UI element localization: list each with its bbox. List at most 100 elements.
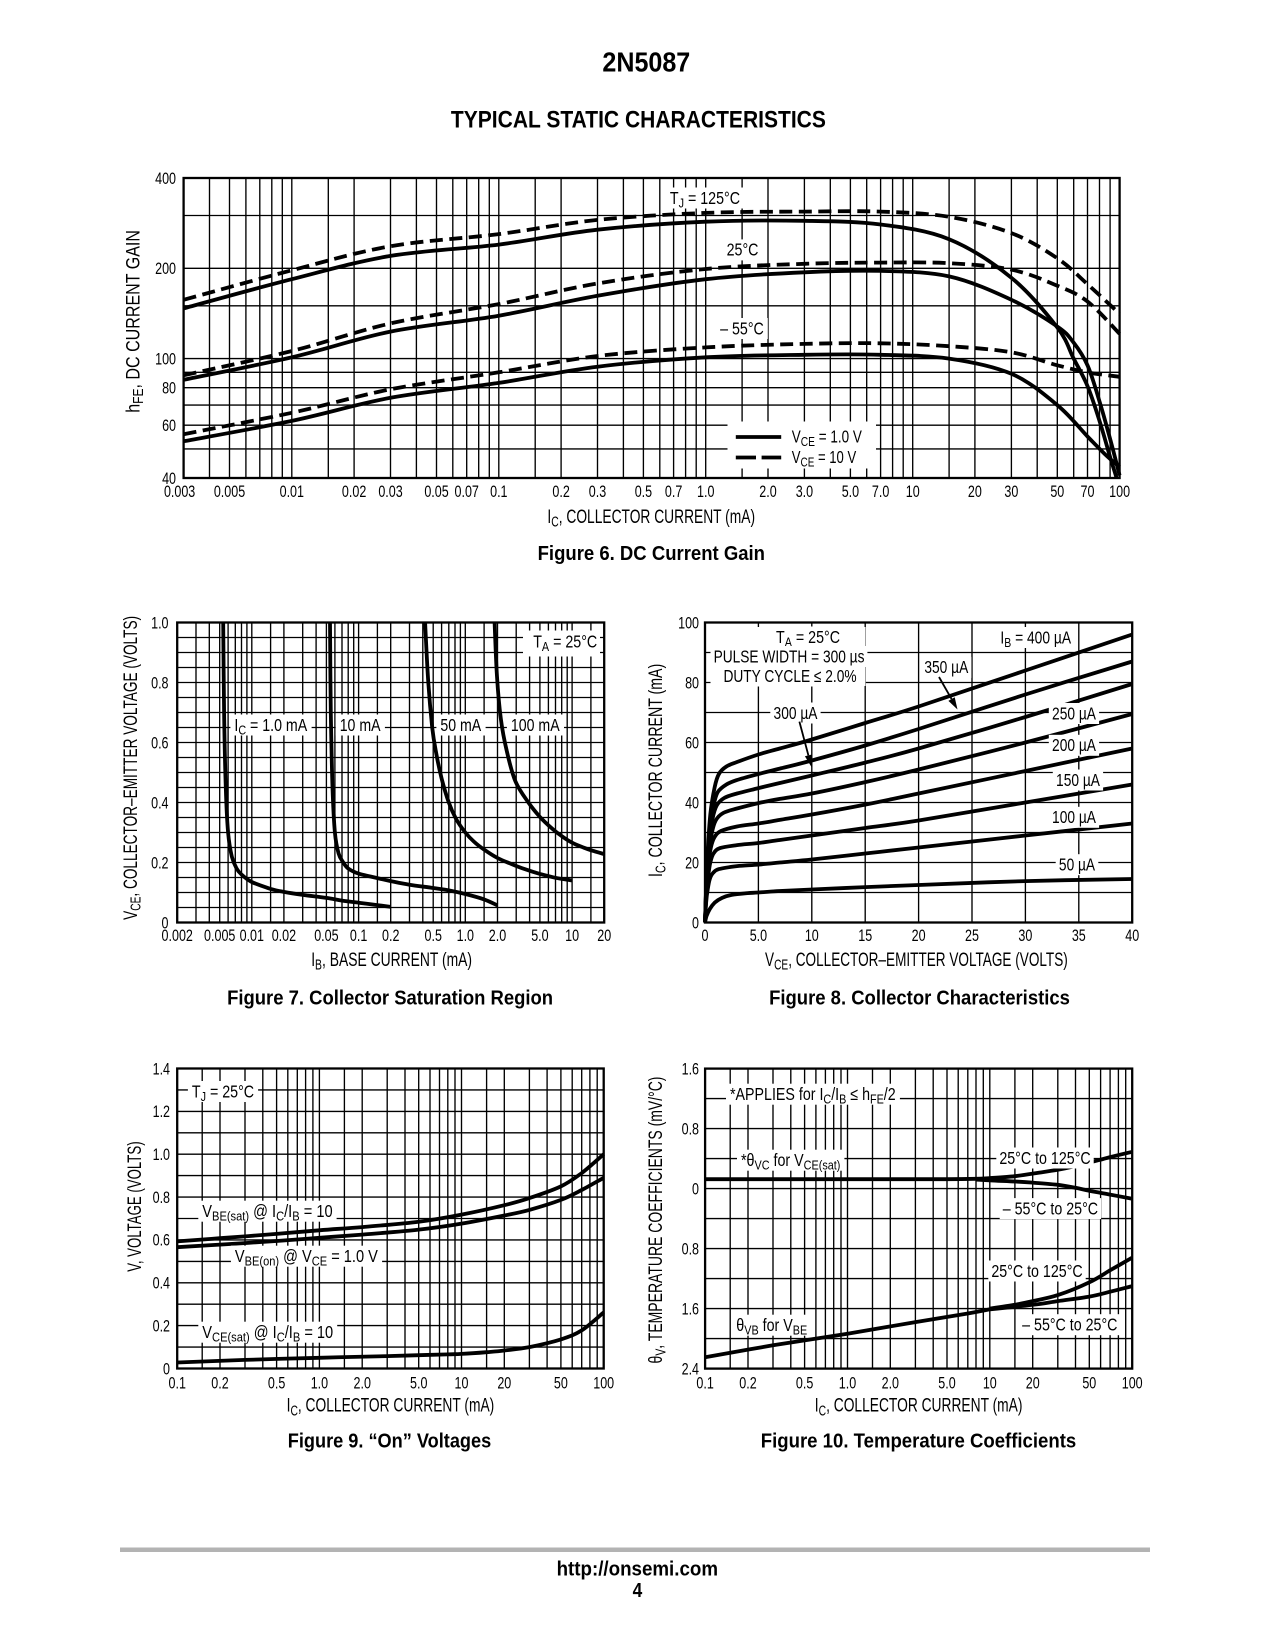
svg-text:100: 100	[1109, 484, 1130, 502]
svg-text:VCE = 10 V: VCE = 10 V	[792, 448, 857, 470]
svg-text:0.2: 0.2	[552, 484, 569, 502]
svg-text:2.0: 2.0	[489, 928, 506, 946]
svg-text:1.6: 1.6	[682, 1301, 699, 1319]
svg-text:25°C to 125°C: 25°C to 125°C	[999, 1150, 1090, 1169]
svg-text:0.5: 0.5	[796, 1375, 813, 1393]
svg-text:Figure 9. “On” Voltages: Figure 9. “On” Voltages	[288, 1431, 491, 1453]
svg-text:30: 30	[1018, 928, 1032, 946]
svg-text:IC = 1.0 mA: IC = 1.0 mA	[234, 717, 307, 738]
svg-text:θVB for VBE: θVB for VBE	[736, 1317, 807, 1338]
svg-text:0.8: 0.8	[682, 1241, 699, 1259]
svg-text:100: 100	[155, 351, 176, 369]
svg-text:0.5: 0.5	[635, 484, 652, 502]
svg-text:70: 70	[1081, 484, 1095, 502]
svg-text:hFE, DC CURRENT GAIN: hFE, DC CURRENT GAIN	[122, 230, 146, 413]
svg-text:0.5: 0.5	[425, 928, 442, 946]
svg-text:– 55°C to 25°C: – 55°C to 25°C	[1022, 1316, 1117, 1335]
svg-text:IC, COLLECTOR CURRENT (mA): IC, COLLECTOR CURRENT (mA)	[645, 664, 669, 877]
svg-text:0.02: 0.02	[342, 484, 366, 502]
svg-text:0.01: 0.01	[240, 928, 264, 946]
svg-text:10: 10	[565, 928, 579, 946]
svg-text:0.3: 0.3	[589, 484, 606, 502]
svg-text:1.0: 1.0	[457, 928, 474, 946]
svg-text:250 µA: 250 µA	[1052, 705, 1096, 724]
svg-text:θV, TEMPERATURE COEFFICIENTS (: θV, TEMPERATURE COEFFICIENTS (mV/°C)	[645, 1077, 669, 1364]
svg-text:0.07: 0.07	[455, 484, 479, 502]
svg-text:20: 20	[597, 928, 611, 946]
svg-text:60: 60	[162, 418, 176, 436]
svg-text:0.005: 0.005	[204, 928, 235, 946]
svg-text:0.002: 0.002	[162, 928, 193, 946]
svg-text:1.4: 1.4	[153, 1061, 170, 1079]
svg-text:5.0: 5.0	[531, 928, 548, 946]
svg-text:100: 100	[593, 1375, 614, 1393]
svg-text:100 µA: 100 µA	[1052, 809, 1096, 828]
svg-text:0: 0	[162, 915, 169, 933]
svg-text:7.0: 7.0	[872, 484, 889, 502]
svg-text:IB = 400 µA: IB = 400 µA	[1000, 629, 1071, 650]
svg-text:80: 80	[162, 380, 176, 398]
svg-text:20: 20	[497, 1375, 511, 1393]
svg-text:30: 30	[1004, 484, 1018, 502]
svg-text:0.1: 0.1	[490, 484, 507, 502]
svg-text:60: 60	[685, 735, 699, 753]
svg-text:2.0: 2.0	[354, 1375, 371, 1393]
svg-text:20: 20	[1026, 1375, 1040, 1393]
svg-text:IB, BASE CURRENT (mA): IB, BASE CURRENT (mA)	[311, 949, 472, 973]
svg-text:0.1: 0.1	[350, 928, 367, 946]
svg-text:10: 10	[906, 484, 920, 502]
svg-text:VCE = 1.0 V: VCE = 1.0 V	[792, 428, 863, 449]
svg-text:100 mA: 100 mA	[511, 717, 560, 736]
svg-text:0.8: 0.8	[682, 1121, 699, 1139]
svg-text:25: 25	[965, 928, 979, 946]
svg-text:20: 20	[685, 855, 699, 873]
svg-text:25°C to 125°C: 25°C to 125°C	[991, 1263, 1082, 1282]
svg-text:100: 100	[678, 615, 699, 633]
svg-text:0.2: 0.2	[739, 1375, 756, 1393]
svg-text:5.0: 5.0	[938, 1375, 955, 1393]
svg-text:Figure 8. Collector Characteri: Figure 8. Collector Characteristics	[769, 988, 1070, 1010]
svg-text:0.4: 0.4	[151, 795, 168, 813]
svg-text:TJ = 125°C: TJ = 125°C	[670, 190, 740, 211]
svg-text:*APPLIES for IC/IB ≤ hFE/2: *APPLIES for IC/IB ≤ hFE/2	[730, 1086, 896, 1107]
svg-text:5.0: 5.0	[750, 928, 767, 946]
svg-text:1.0: 1.0	[311, 1375, 328, 1393]
svg-text:40: 40	[162, 470, 176, 488]
svg-text:300 µA: 300 µA	[774, 704, 818, 723]
svg-text:20: 20	[912, 928, 926, 946]
svg-text:100: 100	[1122, 1375, 1143, 1393]
svg-text:4: 4	[633, 1579, 643, 1601]
svg-text:TA = 25°C: TA = 25°C	[776, 629, 840, 650]
svg-text:0.6: 0.6	[151, 735, 168, 753]
svg-text:0.01: 0.01	[280, 484, 304, 502]
svg-text:PULSE WIDTH = 300 µs: PULSE WIDTH = 300 µs	[714, 648, 865, 667]
svg-text:0.7: 0.7	[665, 484, 682, 502]
svg-text:10 mA: 10 mA	[340, 717, 381, 736]
svg-text:50: 50	[554, 1375, 568, 1393]
svg-text:40: 40	[685, 795, 699, 813]
svg-text:0.1: 0.1	[169, 1375, 186, 1393]
svg-text:0.003: 0.003	[164, 484, 195, 502]
svg-text:1.0: 1.0	[839, 1375, 856, 1393]
svg-text:0.05: 0.05	[314, 928, 338, 946]
svg-text:0.4: 0.4	[153, 1275, 170, 1293]
svg-text:0.2: 0.2	[211, 1375, 228, 1393]
svg-text:0: 0	[692, 1181, 699, 1199]
svg-text:0.2: 0.2	[382, 928, 399, 946]
svg-text:0.2: 0.2	[151, 855, 168, 873]
svg-text:V, VOLTAGE (VOLTS): V, VOLTAGE (VOLTS)	[123, 1141, 145, 1271]
svg-text:0.8: 0.8	[153, 1189, 170, 1207]
svg-text:0.2: 0.2	[153, 1318, 170, 1336]
svg-text:VCE(sat) @ IC/IB = 10: VCE(sat) @ IC/IB = 10	[202, 1323, 333, 1345]
svg-text:http://onsemi.com: http://onsemi.com	[557, 1558, 718, 1581]
svg-text:*θVC for VCE(sat): *θVC for VCE(sat)	[741, 1152, 840, 1173]
svg-text:5.0: 5.0	[410, 1375, 427, 1393]
svg-text:1.0: 1.0	[151, 615, 168, 633]
svg-text:80: 80	[685, 675, 699, 693]
svg-text:Figure 6. DC Current Gain: Figure 6. DC Current Gain	[538, 543, 765, 565]
svg-text:Figure 7. Collector Saturation: Figure 7. Collector Saturation Region	[227, 988, 553, 1010]
svg-text:0.6: 0.6	[153, 1232, 170, 1250]
svg-text:0.1: 0.1	[696, 1375, 713, 1393]
svg-text:DUTY CYCLE ≤ 2.0%: DUTY CYCLE ≤ 2.0%	[723, 667, 856, 686]
svg-text:VBE(sat) @ IC/IB = 10: VBE(sat) @ IC/IB = 10	[202, 1202, 332, 1224]
